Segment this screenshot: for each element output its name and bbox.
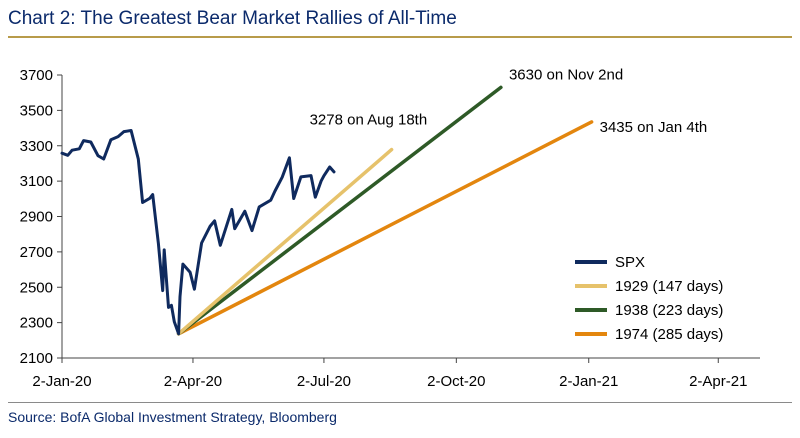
title-divider (8, 36, 792, 38)
chart-title: Chart 2: The Greatest Bear Market Rallie… (8, 8, 457, 29)
series-line-1974 (176, 120, 594, 336)
legend-label: SPX (615, 254, 645, 271)
legend: SPX 1929 (147 days) 1938 (223 days) 1974 (2… (575, 254, 723, 343)
y-ticks: 2100 2300 2500 2700 2900 3100 3300 3500 3700 (20, 67, 62, 367)
y-tick-label: 3500 (20, 102, 53, 119)
x-tick-label: 2-Apr-20 (164, 373, 222, 390)
x-ticks: 2-Jan-20 2-Apr-20 2-Jul-20 2-Oct-20 2-Jan-21… (32, 358, 747, 390)
y-tick-label: 2900 (20, 209, 53, 226)
legend-label: 1938 (223 days) (615, 302, 723, 319)
annotation-label: 3630 on Nov 2nd (509, 66, 623, 83)
legend-label: 1974 (285 days) (615, 326, 723, 343)
source-note: Source: BofA Global Investment Strategy,… (8, 409, 337, 425)
footer-divider (8, 402, 792, 403)
y-tick-label: 2700 (20, 244, 53, 261)
x-tick-label: 2-Jul-20 (297, 373, 351, 390)
annotations-group: 3278 on Aug 18th 3630 on Nov 2nd 3435 on J… (310, 66, 708, 135)
y-tick-label: 2500 (20, 279, 53, 296)
annotation-label: 3435 on Jan 4th (600, 119, 708, 136)
series-line-spx (60, 129, 336, 336)
x-tick-label: 2-Jan-20 (32, 373, 91, 390)
series-line-1929 (176, 147, 394, 336)
series-group (60, 85, 594, 336)
y-tick-label: 2100 (20, 350, 53, 367)
y-tick-label: 3700 (20, 67, 53, 84)
x-tick-label: 2-Jan-21 (559, 373, 618, 390)
x-tick-label: 2-Oct-20 (427, 373, 485, 390)
legend-label: 1929 (147 days) (615, 278, 723, 295)
y-tick-label: 3300 (20, 138, 53, 155)
annotation-label: 3278 on Aug 18th (310, 112, 428, 129)
y-tick-label: 3100 (20, 173, 53, 190)
y-tick-label: 2300 (20, 315, 53, 332)
x-tick-label: 2-Apr-21 (689, 373, 747, 390)
series-line-1938 (176, 85, 503, 336)
